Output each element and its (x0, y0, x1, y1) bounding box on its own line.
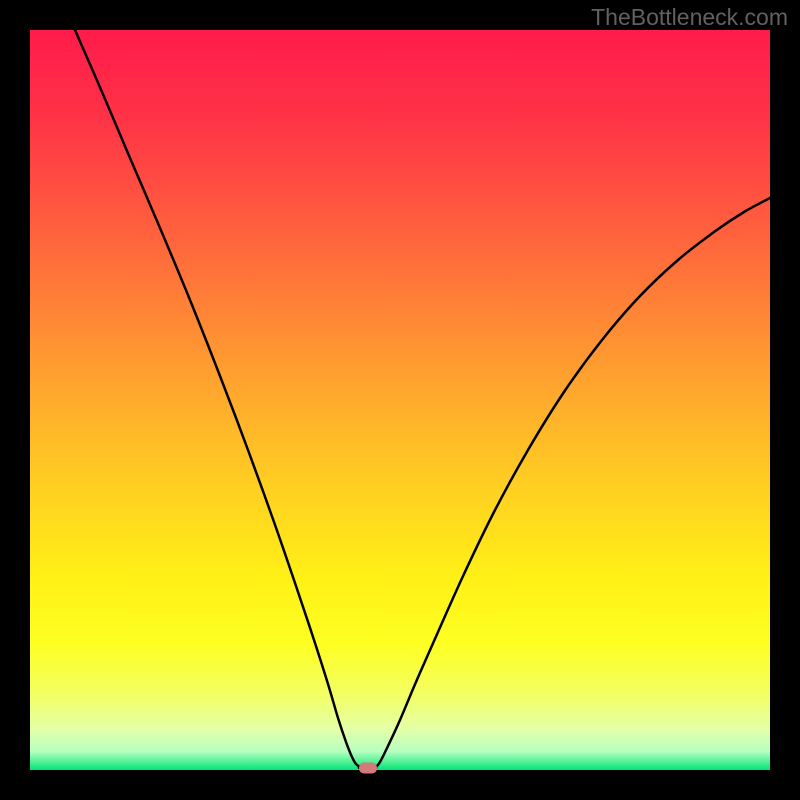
minimum-marker (359, 763, 377, 774)
chart-svg (0, 0, 800, 800)
bottleneck-chart: TheBottleneck.com (0, 0, 800, 800)
